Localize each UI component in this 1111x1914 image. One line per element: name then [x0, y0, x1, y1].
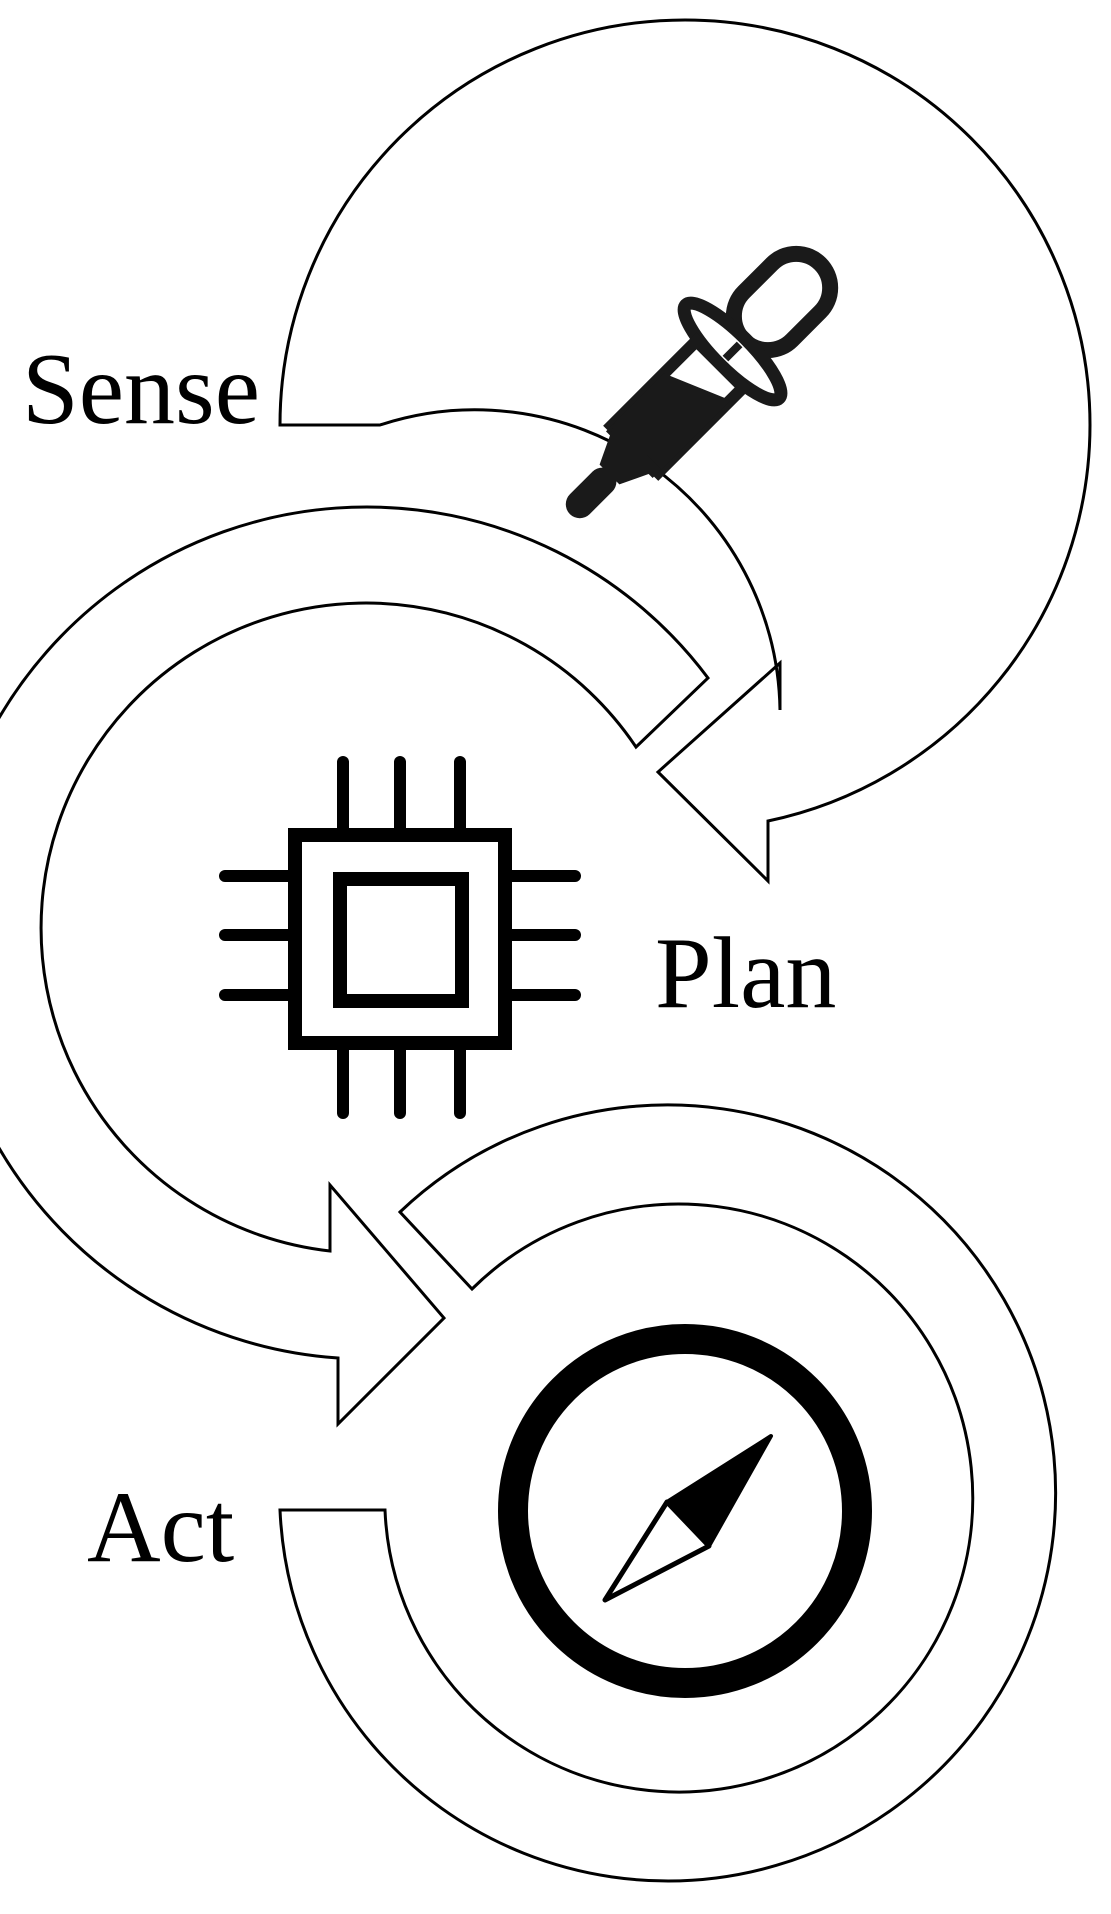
label-plan: Plan [655, 917, 836, 1030]
label-sense: Sense [22, 333, 260, 446]
label-act: Act [87, 1471, 234, 1584]
arrow-act-loop [278, 1103, 1058, 1883]
dropper-icon [565, 245, 839, 519]
arrow-plan-to-act [0, 505, 710, 1428]
cpu-chip-icon [219, 756, 581, 1119]
compass-icon [498, 1324, 872, 1698]
